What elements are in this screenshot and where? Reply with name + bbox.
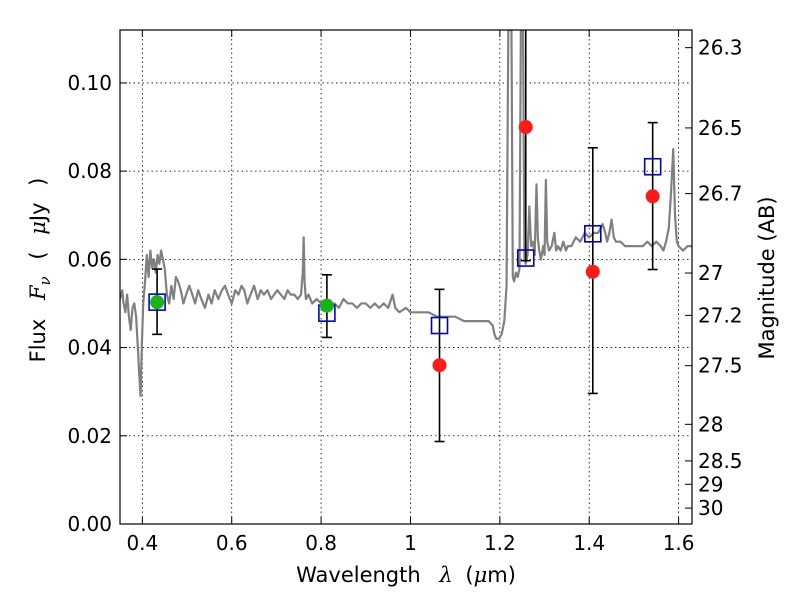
- x-tick-label: 1.4: [573, 531, 605, 555]
- x-tick-label: 1.6: [663, 531, 695, 555]
- y-axis-symbol: F: [26, 284, 50, 301]
- grid-lines: [120, 30, 692, 524]
- magnitude-tick-label: 27.5: [698, 354, 743, 378]
- x-tick-label: 1: [404, 531, 417, 555]
- x-tick-label: 0.6: [216, 531, 248, 555]
- y2-axis-label: Magnitude (AB): [755, 196, 779, 359]
- model-square-marker: [430, 316, 449, 335]
- y-tick-label: 0.08: [67, 159, 112, 183]
- plot-background: [120, 30, 692, 524]
- y-tick-label: 0.04: [67, 336, 112, 360]
- x-axis-unit-rest: m): [487, 563, 516, 587]
- x-axis-label-prefix: Wavelength: [296, 563, 421, 587]
- x-axis-unit-mu: μ: [474, 563, 488, 587]
- detected-point-marker: [585, 264, 600, 279]
- model-square-marker: [583, 224, 602, 243]
- x-tick-labels: 0.4 0.6 0.8 1 1.2 1.4 1.6: [126, 531, 694, 555]
- x-tick-label: 1.2: [484, 531, 516, 555]
- y-axis-subscript: ν: [36, 276, 54, 285]
- detected-point-marker: [645, 189, 660, 204]
- x-tick-label: 0.4: [126, 531, 158, 555]
- magnitude-tick-label: 27.2: [698, 303, 743, 327]
- magnitude-tick-label: 26.5: [698, 116, 743, 140]
- optical-point-marker: [150, 295, 165, 310]
- y-tick-labels: 0.00 0.02 0.04 0.06 0.08 0.10: [67, 71, 112, 536]
- y-axis-unit-rest: Jy: [26, 202, 50, 223]
- y-axis-unit-open: (: [26, 251, 50, 259]
- y-axis-unit-close: ): [26, 178, 50, 186]
- y-axis-unit-mu: μ: [26, 221, 50, 235]
- y-tick-label: 0.02: [67, 424, 112, 448]
- y-axis-label: Flux Fν ( μJy ): [26, 178, 55, 363]
- x-tick-label: 0.8: [305, 531, 337, 555]
- magnitude-tick-label: 26.3: [698, 36, 743, 60]
- x-axis-symbol: λ: [438, 563, 452, 587]
- y-tick-label: 0.06: [67, 247, 112, 271]
- y-axis-label-prefix: Flux: [26, 319, 50, 363]
- template-spectrum-line: [120, 30, 692, 398]
- model-square-marker: [148, 293, 166, 311]
- magnitude-tick-label: 30: [698, 496, 723, 520]
- detected-point-marker: [518, 120, 533, 135]
- x-axis-unit-open: (: [465, 563, 473, 587]
- y-tick-label: 0.10: [67, 71, 112, 95]
- magnitude-tick-label: 29: [698, 472, 723, 496]
- x-axis-label: Wavelength λ (μm): [296, 563, 516, 587]
- model-square-marker: [516, 249, 535, 267]
- detected-point-marker: [432, 358, 447, 373]
- errorbar-layer: [148, 30, 662, 443]
- magnitude-tick-label: 26.7: [698, 182, 743, 206]
- magnitude-tick-label: 27: [698, 261, 723, 285]
- optical-point-marker: [319, 298, 334, 313]
- y-tick-label: 0.00: [67, 512, 112, 536]
- data-layer: [120, 30, 692, 398]
- plot-frame: [119, 29, 693, 525]
- magnitude-tick-label: 28: [698, 412, 723, 436]
- tick-marks: [120, 30, 692, 525]
- model-square-marker: [643, 157, 662, 176]
- magnitude-tick-label: 28.5: [698, 449, 743, 473]
